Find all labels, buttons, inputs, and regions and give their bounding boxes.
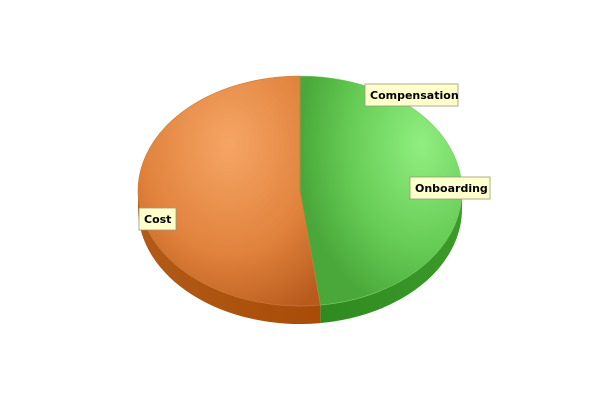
slice-label-text: Compensation [370,89,459,102]
slice-label-onboarding: Onboarding [410,177,490,199]
slice-label-compensation: Compensation [365,84,459,106]
slice-label-text: Onboarding [415,182,488,195]
slice-label-cost: Cost [139,208,176,230]
slice-label-text: Cost [144,213,171,226]
